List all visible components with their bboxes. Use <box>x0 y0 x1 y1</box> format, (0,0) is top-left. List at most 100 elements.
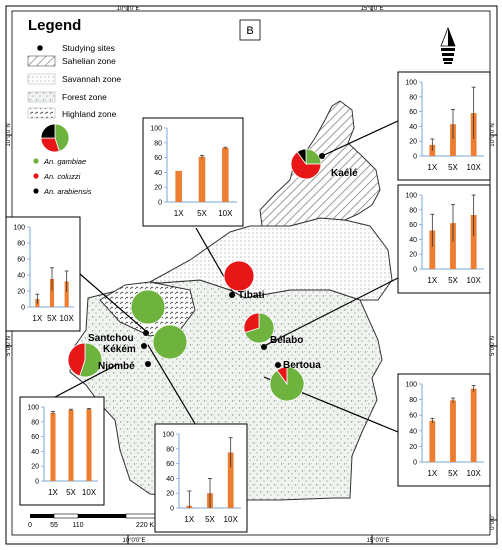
inset-chart-ka-l: 0 20 40 60 80 100 1X 5X 10X <box>397 71 491 181</box>
y-tick-label-njomb: 60 <box>31 434 39 441</box>
bar-k-k-m-10x <box>227 452 234 508</box>
panel-label-box <box>239 19 261 41</box>
inset-chart-bertoua: 0 20 40 60 80 100 1X 5X 10X <box>397 373 491 487</box>
species-pies <box>67 148 322 402</box>
y-tick-label-b-labo: 40 <box>409 237 417 244</box>
x-tick-label-ka-l-10x: 10X <box>467 163 482 172</box>
y-tick-label-ka-l: 60 <box>409 109 417 116</box>
y-tick-label-b-labo: 0 <box>413 267 417 274</box>
right-tick-label-2: 5°0'0"N <box>490 336 496 356</box>
y-tick-label-santchou: 40 <box>17 273 25 280</box>
y-tick-label-njomb: 40 <box>31 449 39 456</box>
swatch-arabiensis <box>33 188 39 194</box>
pie-slice-b-labo-an-coluzzi <box>243 312 260 334</box>
x-tick-label-b-labo-10x: 10X <box>467 276 482 285</box>
bar-tibati-1x <box>175 170 182 202</box>
x-tick-label-bertoua-5x: 5X <box>448 469 458 478</box>
pie-slice-legend-an-gambiae <box>54 123 70 152</box>
y-tick-label-tibati: 20 <box>154 185 162 192</box>
pie-slice-ka-l-an-arabiensis <box>296 148 307 166</box>
y-tick-label-ka-l: 100 <box>405 80 417 87</box>
inset-chart-santchou: 0 20 40 60 80 100 1X 5X 10X <box>5 216 81 332</box>
x-tick-label-santchou-1x: 1X <box>32 314 42 323</box>
bar-tibati-5x <box>198 156 206 202</box>
x-tick-label-njomb-10x: 10X <box>82 488 97 497</box>
y-tick-label-b-labo: 20 <box>409 252 417 259</box>
bottom-tick-label-2: 15°0'0"E <box>366 538 389 544</box>
y-tick-label-ka-l: 0 <box>413 154 417 161</box>
site-label-kaele: Kaélé <box>331 168 358 179</box>
north-arrow-icon <box>440 26 456 64</box>
inset-chart-tibati: 0 20 40 60 80 100 1X 5X 10X <box>142 117 244 227</box>
y-tick-label-bertoua: 40 <box>409 428 417 435</box>
y-tick-label-bertoua: 0 <box>413 460 417 467</box>
savannah-zone <box>148 217 393 301</box>
y-tick-label-k-k-m: 60 <box>166 461 174 468</box>
pie-slice-bertoua-an-coluzzi <box>276 366 288 386</box>
forest-swatch <box>27 91 56 103</box>
legend-item-sahelian: Sahelian zone <box>62 56 116 66</box>
legend-species-coluzzi: An. coluzzi <box>43 172 81 181</box>
scale-label-110: 110 <box>72 522 83 529</box>
x-tick-label-tibati-10x: 10X <box>218 209 233 218</box>
y-tick-label-b-labo: 60 <box>409 222 417 229</box>
y-tick-label-ka-l: 40 <box>409 124 417 131</box>
y-tick-label-bertoua: 80 <box>409 397 417 404</box>
bar-santchou-5x <box>49 279 55 307</box>
bar-bertoua-1x <box>429 420 436 462</box>
pie-slice-legend-an-coluzzi <box>40 137 60 153</box>
y-tick-label-bertoua: 20 <box>409 444 417 451</box>
bar-njomb-5x <box>68 409 74 481</box>
bar-ka-l-5x <box>450 124 456 156</box>
y-tick-label-bertoua: 100 <box>405 382 417 389</box>
x-tick-label-ka-l-1x: 1X <box>427 163 437 172</box>
x-tick-label-k-k-m-5x: 5X <box>205 515 215 524</box>
y-tick-label-ka-l: 80 <box>409 94 417 101</box>
site-marker-kaele <box>319 153 325 159</box>
x-tick-label-tibati-5x: 5X <box>197 209 207 218</box>
left-tick-label-2: 5°0'0"N <box>6 336 12 356</box>
bar-bertoua-5x <box>450 400 456 462</box>
bar-tibati-10x <box>222 147 229 202</box>
y-tick-label-k-k-m: 20 <box>166 491 174 498</box>
scale-label-220-km: 220 Km <box>136 522 160 529</box>
x-tick-label-santchou-5x: 5X <box>47 314 57 323</box>
left-tick-label-1: 10°0'0"N <box>6 123 12 146</box>
site-marker-njombe <box>145 361 151 367</box>
pie-slice-legend-an-arabiensis <box>40 123 56 139</box>
y-tick-label-njomb: 0 <box>35 479 39 486</box>
y-tick-label-k-k-m: 80 <box>166 446 174 453</box>
y-tick-label-santchou: 100 <box>13 225 25 232</box>
top-tick-label-1: 10°0'0"E <box>116 6 139 12</box>
sahelian-swatch <box>27 55 56 67</box>
studying-site-marker-icon <box>37 45 43 51</box>
site-marker-belabo <box>261 344 267 350</box>
scale-label-0: 0 <box>28 522 32 529</box>
bar-b-labo-5x <box>450 223 456 269</box>
y-tick-label-tibati: 80 <box>154 140 162 147</box>
site-marker-kekem <box>141 343 147 349</box>
y-tick-label-tibati: 100 <box>150 126 162 133</box>
right-tick-label-1: 10°0'0"N <box>490 123 496 146</box>
top-tick-label-2: 15°0'0"E <box>360 6 383 12</box>
site-marker-tibati <box>229 292 235 298</box>
y-tick-label-tibati: 0 <box>158 200 162 207</box>
x-tick-label-tibati-1x: 1X <box>174 209 184 218</box>
y-tick-label-bertoua: 60 <box>409 413 417 420</box>
site-label-belabo: Bélabo <box>270 335 303 346</box>
bar-b-labo-10x <box>470 214 477 269</box>
savannah-swatch <box>27 73 56 85</box>
site-marker-santchou <box>143 330 149 336</box>
y-tick-label-njomb: 100 <box>27 405 39 412</box>
panel-label: B <box>246 25 253 37</box>
pie-slice-ka-l-an-coluzzi <box>290 151 322 180</box>
site-label-bertoua: Bertoua <box>283 360 321 371</box>
y-tick-label-njomb: 80 <box>31 419 39 426</box>
y-tick-label-b-labo: 80 <box>409 207 417 214</box>
y-tick-label-tibati: 60 <box>154 155 162 162</box>
pie-slice-tibati-an-coluzzi <box>223 260 255 292</box>
legend-item-forest: Forest zone <box>62 92 107 102</box>
bar-njomb-10x <box>86 409 92 481</box>
x-tick-label-njomb-5x: 5X <box>66 488 76 497</box>
right-tick-label-3: 0°0'0" <box>490 514 496 530</box>
